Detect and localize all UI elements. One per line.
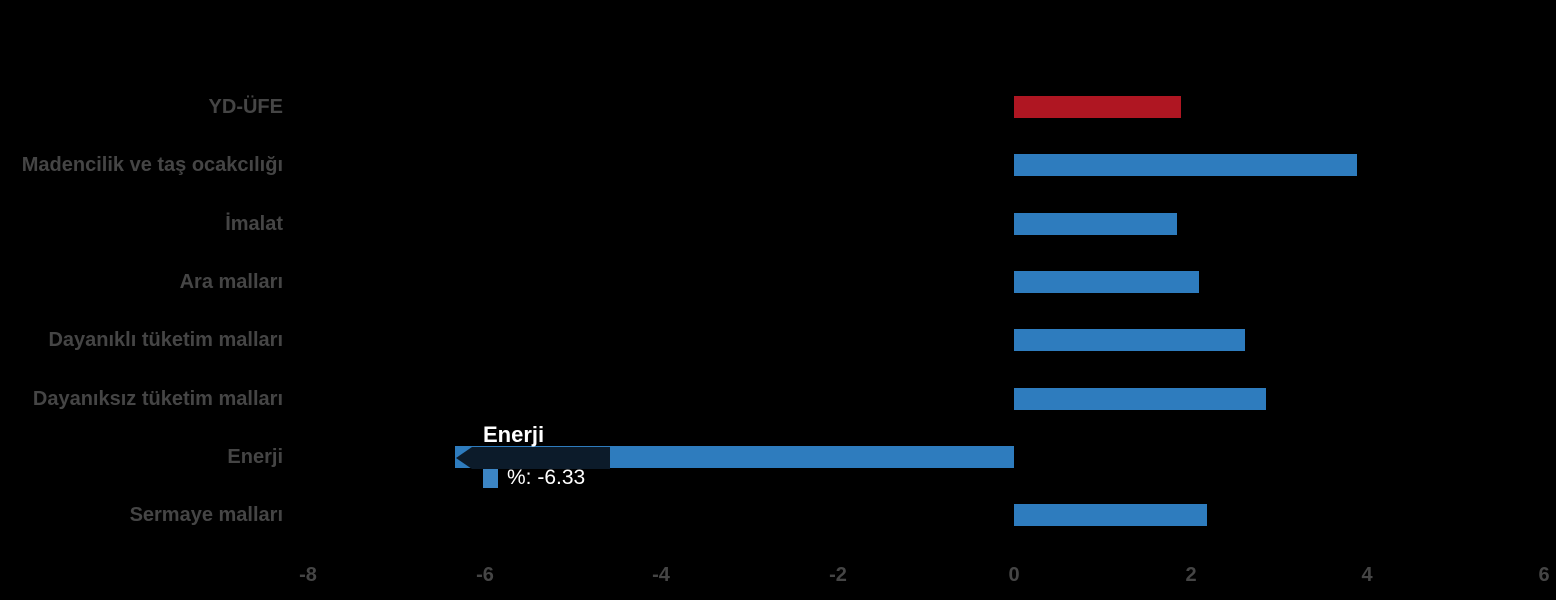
axis-tick-label: 2 (1185, 564, 1197, 586)
tooltip-title: Enerji (483, 422, 545, 447)
axis-tick-label: 0 (1008, 564, 1020, 586)
bar[interactable] (1014, 213, 1178, 235)
bar[interactable] (1014, 388, 1267, 410)
axis-tick-label: 4 (1361, 564, 1373, 586)
bar[interactable] (1014, 271, 1200, 293)
axis-tick-label: -8 (299, 564, 317, 586)
bar[interactable] (1014, 96, 1181, 118)
category-label: Enerji (227, 445, 283, 468)
tooltip-series-marker-icon (483, 468, 498, 488)
axis-tick-label: -4 (652, 564, 670, 586)
category-label: Dayanıksız tüketim malları (32, 387, 283, 410)
bar[interactable] (1014, 154, 1358, 176)
category-label: Sermaye malları (129, 503, 283, 526)
bar[interactable] (1014, 329, 1246, 351)
tooltip-box (456, 447, 610, 469)
tooltip-value-row: %: -6.33 (483, 466, 585, 490)
category-label: Madencilik ve taş ocakcılığı (21, 153, 283, 176)
bar[interactable] (1014, 504, 1208, 526)
axis-tick-label: 6 (1538, 564, 1550, 586)
tooltip-value: %: -6.33 (507, 466, 586, 489)
category-label: YD-ÜFE (208, 95, 283, 118)
axis-tick-label: -2 (829, 564, 847, 586)
category-label: Dayanıklı tüketim malları (48, 328, 283, 351)
category-label: Ara malları (179, 270, 283, 293)
category-label: İmalat (225, 212, 283, 235)
axis-tick-label: -6 (476, 564, 494, 586)
